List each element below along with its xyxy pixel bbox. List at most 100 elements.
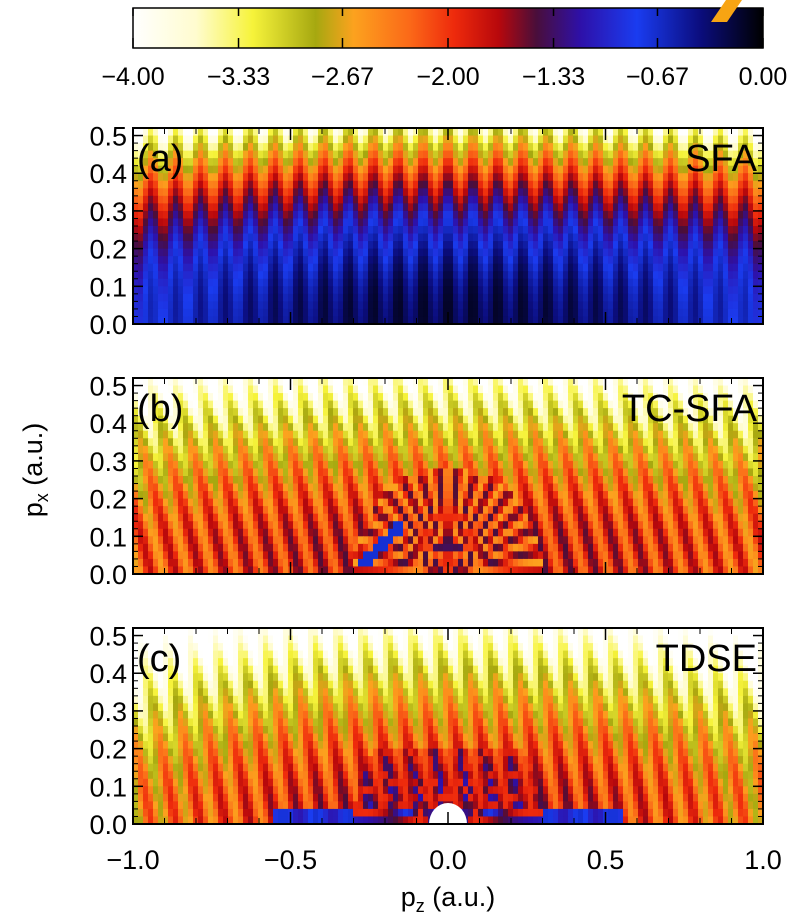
heatmap-cell — [303, 453, 309, 462]
heatmap-cell — [538, 158, 544, 167]
heatmap-cell — [543, 278, 549, 287]
heatmap-cell — [748, 195, 754, 204]
heatmap-cell — [478, 460, 484, 470]
heatmap-cell — [298, 180, 304, 189]
heatmap-cell — [168, 400, 174, 409]
heatmap-cell — [368, 286, 374, 295]
heatmap-cell — [363, 263, 369, 272]
heatmap-cell — [713, 286, 719, 295]
heatmap-cell — [488, 316, 494, 324]
heatmap-cell — [683, 210, 689, 220]
heatmap-cell — [588, 158, 594, 167]
heatmap-cell — [288, 256, 294, 265]
heatmap-cell — [188, 150, 194, 159]
heatmap-cell — [713, 248, 719, 257]
heatmap-cell — [708, 430, 714, 439]
heatmap-cell — [273, 308, 279, 318]
heatmap-cell — [278, 195, 284, 204]
heatmap-cell — [278, 165, 284, 174]
heatmap-cell — [203, 128, 209, 137]
heatmap-cell — [198, 195, 204, 204]
heatmap-cell — [148, 188, 154, 197]
heatmap-cell — [553, 378, 559, 387]
heatmap-cell — [153, 188, 159, 197]
heatmap-cell — [218, 378, 224, 387]
heatmap-cell — [708, 278, 714, 287]
heatmap-cell — [308, 408, 314, 417]
heatmap-cell — [143, 203, 149, 212]
heatmap-cell — [308, 308, 314, 318]
heatmap-cell — [588, 393, 594, 402]
heatmap-cell — [323, 165, 329, 174]
heatmap-cell — [138, 128, 144, 137]
heatmap-cell — [208, 430, 214, 439]
heatmap-cell — [333, 248, 339, 257]
heatmap-cell — [133, 460, 139, 470]
heatmap-cell — [228, 278, 234, 287]
heatmap-cell — [363, 423, 369, 432]
heatmap-cell — [488, 158, 494, 167]
heatmap-cell — [283, 173, 289, 182]
heatmap-cell — [488, 241, 494, 250]
heatmap-cell — [753, 438, 759, 447]
heatmap-cell — [633, 226, 639, 235]
heatmap-cell — [348, 468, 354, 477]
heatmap-cell — [373, 453, 379, 462]
heatmap-cell — [403, 423, 409, 432]
heatmap-cell — [338, 173, 344, 182]
panel-b: 0.00.10.20.30.40.5 (b) TC-SFA — [89, 372, 764, 590]
heatmap-cell — [398, 203, 404, 212]
heatmap-cell — [208, 128, 214, 137]
heatmap-cell — [608, 188, 614, 197]
heatmap-cell — [673, 135, 679, 144]
heatmap-cell — [348, 293, 354, 302]
heatmap-cell — [333, 128, 339, 137]
heatmap-cell — [278, 218, 284, 227]
heatmap-cell — [668, 173, 674, 182]
heatmap-cell — [553, 173, 559, 182]
heatmap-cell — [233, 150, 239, 159]
heatmap-cell — [393, 150, 399, 159]
heatmap-cell — [723, 165, 729, 174]
heatmap-cell — [743, 460, 749, 470]
heatmap-cell — [338, 408, 344, 417]
heatmap-cell — [473, 150, 479, 159]
heatmap-cell — [508, 195, 514, 204]
heatmap-cell — [433, 286, 439, 295]
heatmap-cell — [658, 135, 664, 144]
heatmap-cell — [333, 415, 339, 424]
heatmap-cell — [753, 301, 759, 310]
heatmap-cell — [313, 248, 319, 257]
heatmap-cell — [598, 135, 604, 144]
heatmap-cell — [453, 278, 459, 287]
heatmap-cell — [148, 293, 154, 302]
heatmap-cell — [533, 165, 539, 174]
heatmap-cell — [603, 165, 609, 174]
heatmap-cell — [213, 195, 219, 204]
heatmap-cell — [408, 263, 414, 272]
heatmap-cell — [653, 188, 659, 197]
heatmap-cell — [723, 271, 729, 280]
heatmap-cell — [488, 301, 494, 310]
heatmap-cell — [148, 385, 154, 394]
heatmap-cell — [658, 226, 664, 235]
heatmap-cell — [743, 203, 749, 212]
heatmap-cell — [203, 180, 209, 189]
heatmap-cell — [478, 256, 484, 265]
heatmap-cell — [443, 460, 449, 470]
heatmap-cell — [198, 378, 204, 387]
heatmap-cell — [423, 173, 429, 182]
heatmap-cell — [548, 271, 554, 280]
heatmap-cell — [638, 210, 644, 220]
heatmap-cell — [483, 445, 489, 454]
heatmap-cell — [428, 408, 434, 417]
heatmap-cell — [513, 143, 519, 152]
heatmap-cell — [188, 226, 194, 235]
heatmap-cell — [298, 468, 304, 477]
heatmap-cell — [493, 241, 499, 250]
heatmap-cell — [498, 408, 504, 417]
heatmap-cell — [373, 415, 379, 424]
heatmap-cell — [348, 301, 354, 310]
heatmap-cell — [693, 393, 699, 402]
heatmap-cell — [318, 128, 324, 137]
